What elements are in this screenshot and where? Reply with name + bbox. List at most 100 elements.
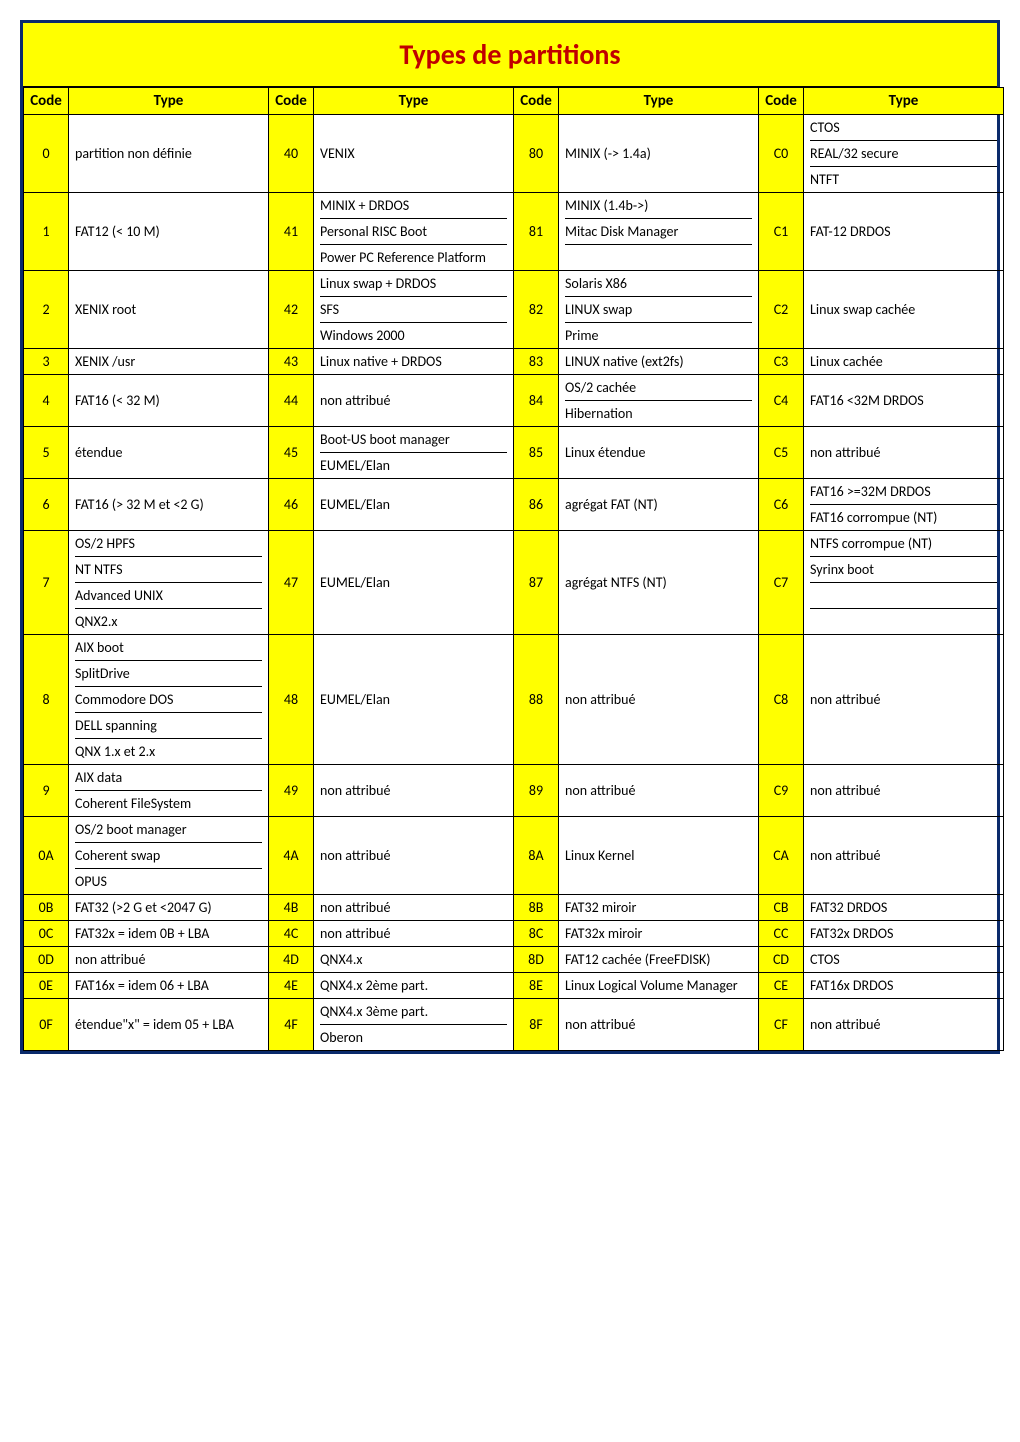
- code-cell: CF: [759, 999, 804, 1051]
- type-cell-value: OS/2 cachée: [565, 375, 752, 400]
- type-cell-value: Oberon: [320, 1024, 507, 1050]
- type-cell: EUMEL/Elan: [314, 635, 514, 765]
- type-cell: VENIX: [314, 115, 514, 193]
- code-cell: 4: [24, 375, 69, 427]
- code-cell: 4D: [269, 947, 314, 973]
- code-cell: C5: [759, 427, 804, 479]
- type-cell: non attribué: [314, 375, 514, 427]
- code-cell: 82: [514, 271, 559, 349]
- table-row: 2XENIX root42Linux swap + DRDOSSFSWindow…: [24, 271, 1004, 349]
- type-cell-value: AIX data: [75, 765, 262, 790]
- type-cell: Linux native + DRDOS: [314, 349, 514, 375]
- type-cell: FAT16x DRDOS: [804, 973, 1004, 999]
- type-cell: non attribué: [804, 765, 1004, 817]
- code-cell: 8E: [514, 973, 559, 999]
- type-cell: NTFS corrompue (NT)Syrinx boot: [804, 531, 1004, 635]
- type-cell: Linux Logical Volume Manager: [559, 973, 759, 999]
- type-cell: partition non définie: [69, 115, 269, 193]
- type-cell-value: EUMEL/Elan: [320, 452, 507, 478]
- type-cell-value: Linux swap + DRDOS: [320, 271, 507, 296]
- type-cell-value: CTOS: [810, 115, 997, 140]
- type-cell: non attribué: [559, 635, 759, 765]
- type-cell: FAT12 (< 10 M): [69, 193, 269, 271]
- type-cell-value: FAT16 corrompue (NT): [810, 504, 997, 530]
- type-cell-value: MINIX + DRDOS: [320, 193, 507, 218]
- type-cell-value: SplitDrive: [75, 660, 262, 686]
- type-cell: non attribué: [559, 999, 759, 1051]
- type-cell: AIX bootSplitDriveCommodore DOSDELL span…: [69, 635, 269, 765]
- table-row: 1FAT12 (< 10 M)41MINIX + DRDOSPersonal R…: [24, 193, 1004, 271]
- type-cell: FAT32 miroir: [559, 895, 759, 921]
- type-cell: FAT12 cachée (FreeFDISK): [559, 947, 759, 973]
- type-cell: non attribué: [314, 817, 514, 895]
- type-cell: Linux Kernel: [559, 817, 759, 895]
- code-cell: 2: [24, 271, 69, 349]
- code-cell: 8: [24, 635, 69, 765]
- header-code-2: Code: [269, 88, 314, 115]
- code-cell: C0: [759, 115, 804, 193]
- code-cell: 45: [269, 427, 314, 479]
- code-cell: C7: [759, 531, 804, 635]
- code-cell: 49: [269, 765, 314, 817]
- type-cell-value: NT NTFS: [75, 556, 262, 582]
- code-cell: CE: [759, 973, 804, 999]
- code-cell: CB: [759, 895, 804, 921]
- type-cell-value: [810, 582, 997, 608]
- header-type-1: Type: [69, 88, 269, 115]
- type-cell: QNX4.x: [314, 947, 514, 973]
- code-cell: 88: [514, 635, 559, 765]
- type-cell: Boot-US boot managerEUMEL/Elan: [314, 427, 514, 479]
- type-cell: FAT16 >=32M DRDOSFAT16 corrompue (NT): [804, 479, 1004, 531]
- code-cell: 8D: [514, 947, 559, 973]
- code-cell: 7: [24, 531, 69, 635]
- type-cell-value: REAL/32 secure: [810, 140, 997, 166]
- type-cell-value: Prime: [565, 322, 752, 348]
- code-cell: 4C: [269, 921, 314, 947]
- table-row: 5étendue45Boot-US boot managerEUMEL/Elan…: [24, 427, 1004, 479]
- code-cell: CC: [759, 921, 804, 947]
- code-cell: 80: [514, 115, 559, 193]
- table-row: 0BFAT32 (>2 G et <2047 G)4Bnon attribué8…: [24, 895, 1004, 921]
- code-cell: 48: [269, 635, 314, 765]
- type-cell-value: NTFS corrompue (NT): [810, 531, 997, 556]
- code-cell: CD: [759, 947, 804, 973]
- type-cell-value: LINUX swap: [565, 296, 752, 322]
- type-cell-value: Solaris X86: [565, 271, 752, 296]
- table-header-row: Code Type Code Type Code Type Code Type: [24, 88, 1004, 115]
- type-cell: non attribué: [314, 895, 514, 921]
- type-cell: FAT16 (< 32 M): [69, 375, 269, 427]
- type-cell: MINIX (1.4b->)Mitac Disk Manager: [559, 193, 759, 271]
- code-cell: 44: [269, 375, 314, 427]
- code-cell: 3: [24, 349, 69, 375]
- type-cell: EUMEL/Elan: [314, 531, 514, 635]
- type-cell-value: OS/2 HPFS: [75, 531, 262, 556]
- type-cell: FAT16 (> 32 M et <2 G): [69, 479, 269, 531]
- type-cell: agrégat FAT (NT): [559, 479, 759, 531]
- code-cell: 0: [24, 115, 69, 193]
- code-cell: 43: [269, 349, 314, 375]
- code-cell: 42: [269, 271, 314, 349]
- type-cell-value: QNX 1.x et 2.x: [75, 738, 262, 764]
- code-cell: 85: [514, 427, 559, 479]
- code-cell: 4E: [269, 973, 314, 999]
- code-cell: 0F: [24, 999, 69, 1051]
- type-cell: non attribué: [804, 635, 1004, 765]
- table-row: 0CFAT32x = idem 0B + LBA4Cnon attribué8C…: [24, 921, 1004, 947]
- type-cell-value: Commodore DOS: [75, 686, 262, 712]
- code-cell: 84: [514, 375, 559, 427]
- type-cell-value: FAT16 >=32M DRDOS: [810, 479, 997, 504]
- code-cell: 8C: [514, 921, 559, 947]
- type-cell: OS/2 cachéeHibernation: [559, 375, 759, 427]
- code-cell: 8F: [514, 999, 559, 1051]
- type-cell: AIX dataCoherent FileSystem: [69, 765, 269, 817]
- type-cell-value: [565, 244, 752, 270]
- code-cell: 9: [24, 765, 69, 817]
- type-cell: CTOS: [804, 947, 1004, 973]
- code-cell: 0E: [24, 973, 69, 999]
- header-type-3: Type: [559, 88, 759, 115]
- type-cell: étendue: [69, 427, 269, 479]
- type-cell: OS/2 boot managerCoherent swapOPUS: [69, 817, 269, 895]
- type-cell: étendue"x" = idem 05 + LBA: [69, 999, 269, 1051]
- type-cell-value: Coherent swap: [75, 842, 262, 868]
- code-cell: 0B: [24, 895, 69, 921]
